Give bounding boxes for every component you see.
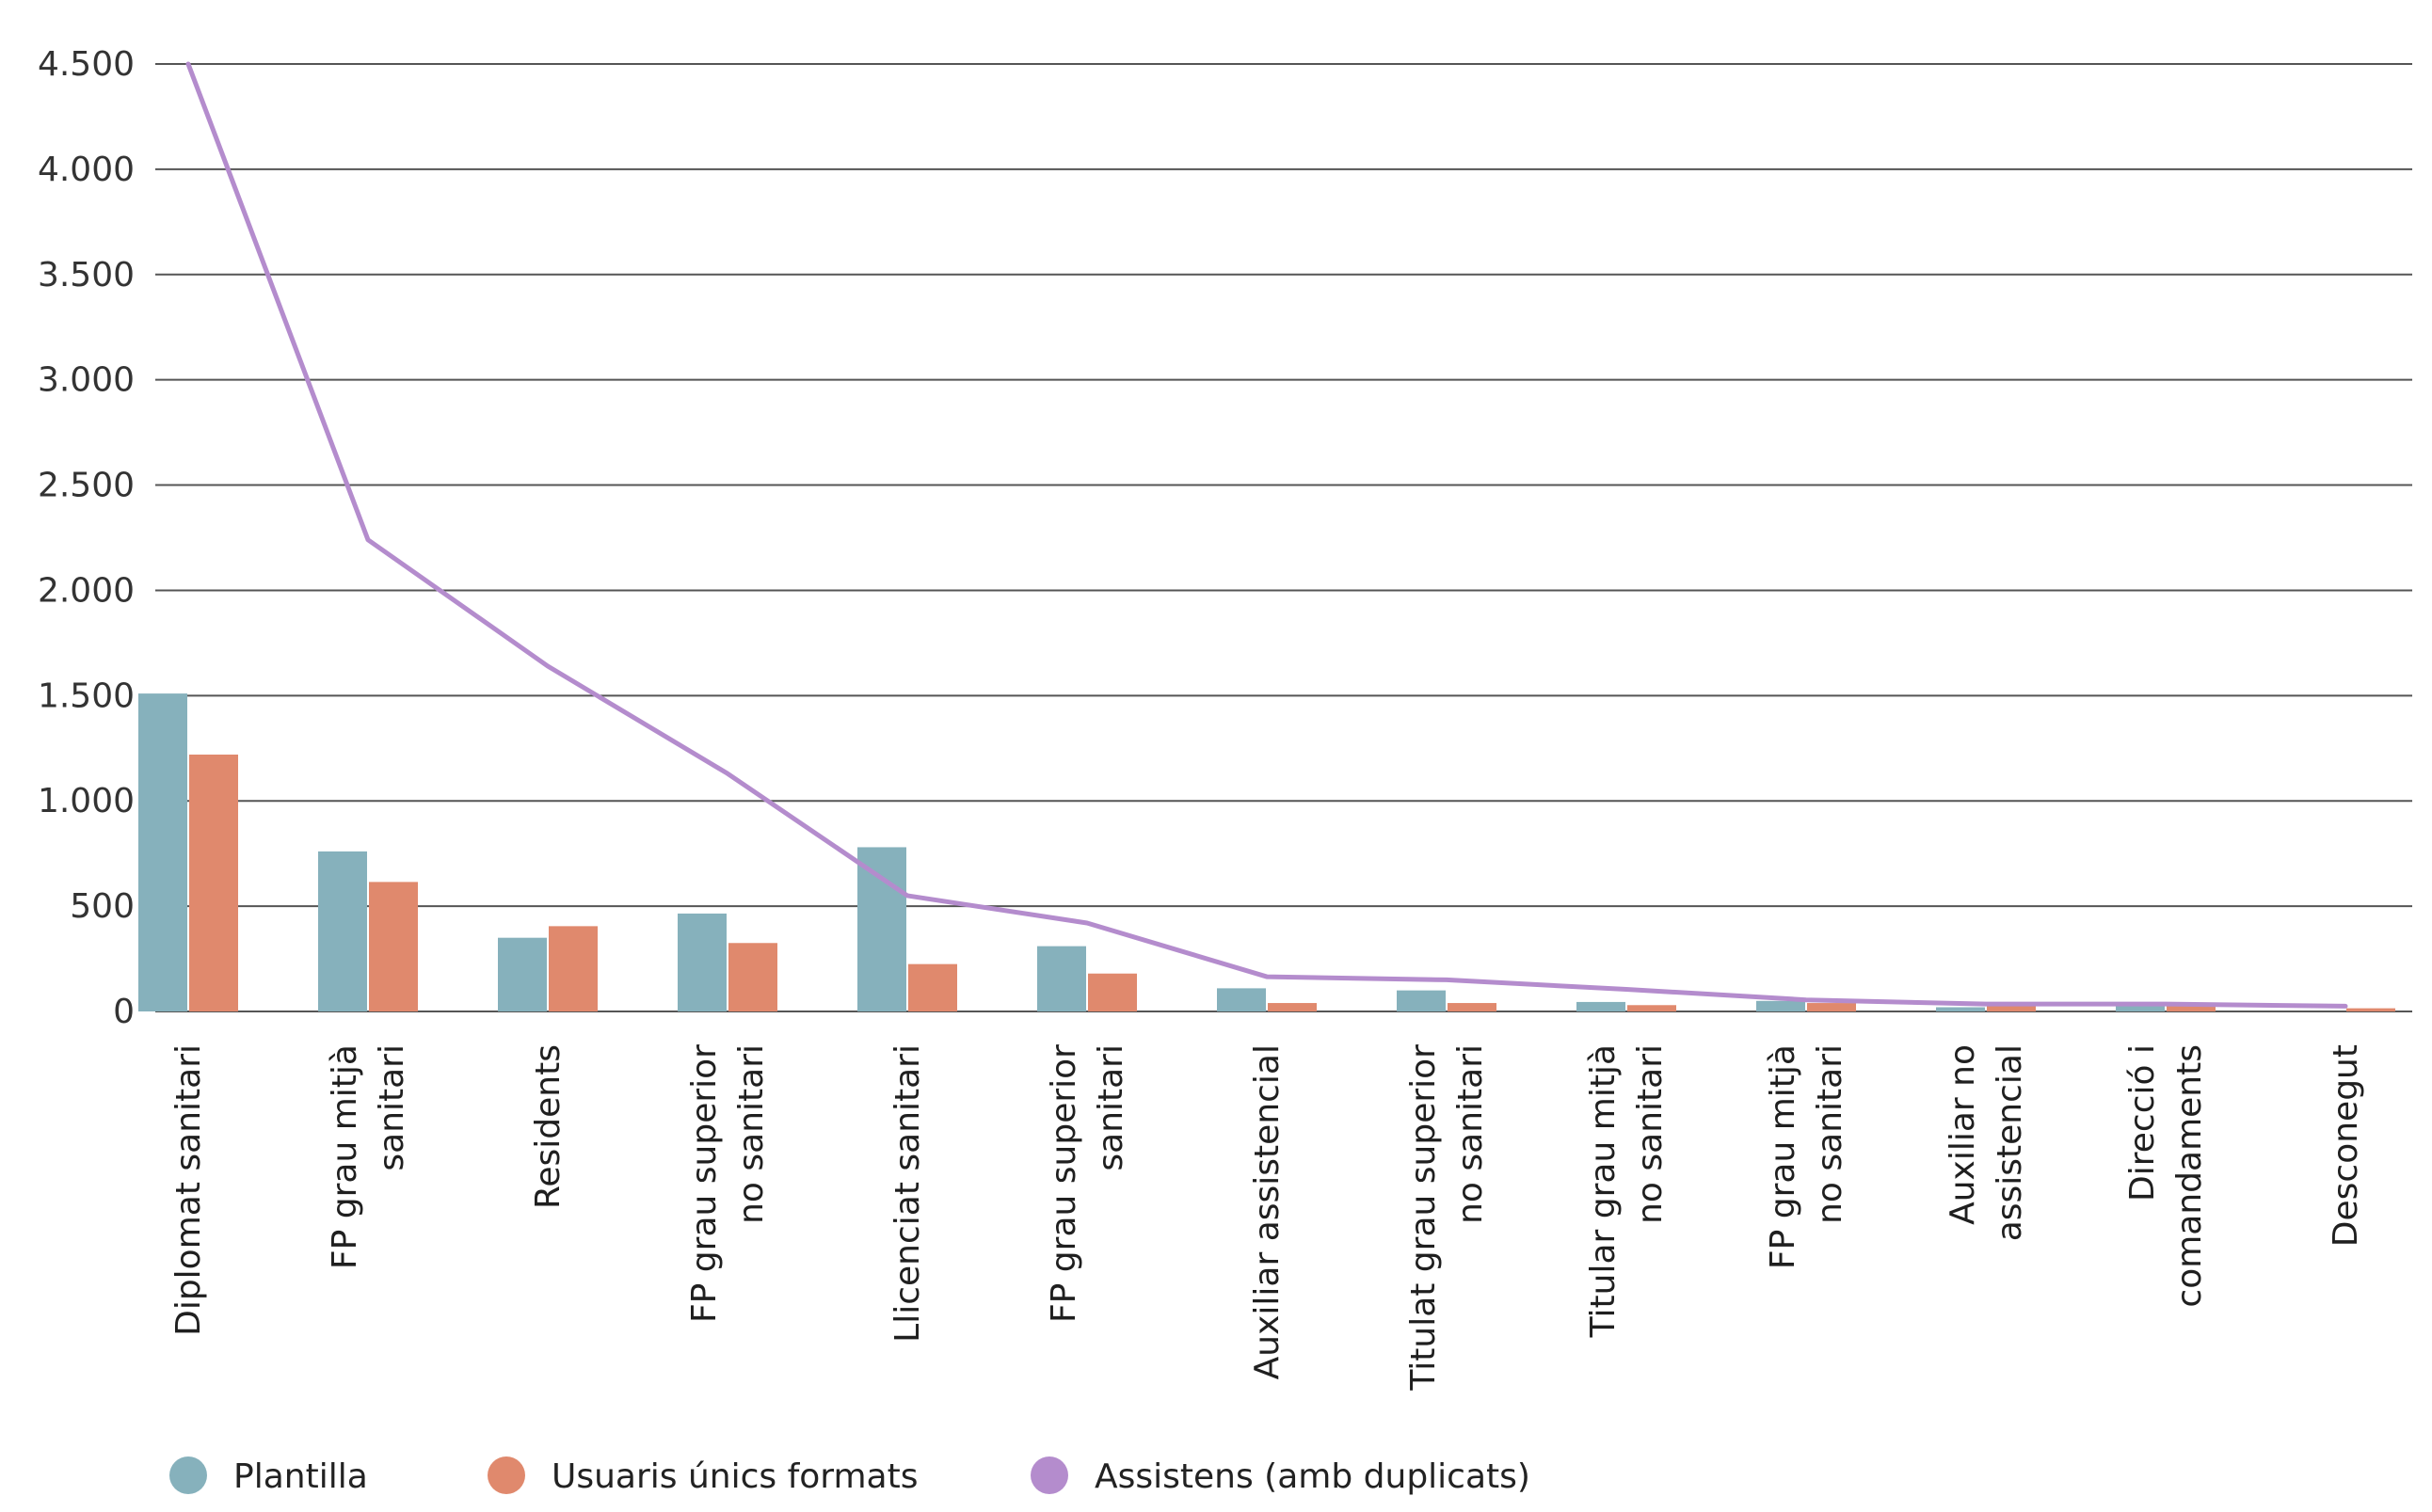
category-label-line: Auxiliar assistencial (1248, 1044, 1287, 1379)
legend-label: Assistens (amb duplicats) (1095, 1457, 1530, 1496)
legend-swatch (488, 1456, 525, 1494)
assistents-line-layer (185, 61, 2348, 1009)
category-label-line: no sanitari (1451, 1044, 1490, 1224)
bar-plantilla (1217, 988, 1266, 1011)
legend-label: Plantilla (233, 1457, 368, 1496)
bar-plantilla (498, 937, 547, 1011)
legend-item: Plantilla (169, 1456, 368, 1496)
category-label-line: FP grau superior (685, 1044, 724, 1323)
y-tick-label: 500 (70, 887, 135, 926)
bar-plantilla (1936, 1007, 1985, 1011)
category-label-line: FP grau mitjà (1764, 1044, 1802, 1269)
category-label-line: no sanitari (1811, 1044, 1849, 1224)
y-tick-label: 3.500 (38, 256, 135, 294)
y-axis-ticks: 0 500 1.000 1.500 2.000 2.500 3.000 3.500 4.000 4… (38, 45, 135, 1031)
category-label: FP grau superior no sanitari (685, 1044, 771, 1323)
legend-item: Assistens (amb duplicats) (1031, 1456, 1530, 1496)
category-label: FP grau superior sanitari (1045, 1044, 1130, 1323)
gridlines (155, 63, 2412, 1012)
bar-plantilla (138, 693, 187, 1011)
bar-usuaris (1088, 973, 1137, 1011)
assistents-line (185, 61, 2348, 1009)
legend-swatch (1031, 1456, 1068, 1494)
category-label: Llicenciat sanitari (888, 1044, 927, 1343)
y-tick-label: 1.000 (38, 782, 135, 820)
category-label-line: comandaments (2170, 1044, 2209, 1308)
bar-usuaris (369, 882, 418, 1011)
category-label: Titulat grau superior no sanitari (1404, 1044, 1490, 1392)
legend-swatch (169, 1456, 207, 1494)
category-label: Auxiliar no assistencial (1944, 1044, 2029, 1241)
bar-usuaris (728, 943, 777, 1011)
bar-usuaris (1268, 1003, 1317, 1011)
bar-plantilla (1756, 1000, 1805, 1011)
bars (138, 693, 2395, 1011)
category-label-line: no sanitari (732, 1044, 771, 1224)
bar-usuaris (2167, 1006, 2216, 1011)
category-label-line: no sanitari (1631, 1044, 1670, 1224)
category-label-line: Auxiliar no (1944, 1044, 1982, 1225)
bar-usuaris (908, 963, 957, 1011)
bar-usuaris (1807, 1003, 1856, 1011)
category-label-line: Titulat grau superior (1404, 1044, 1443, 1392)
category-label-line: Diplomat sanitari (169, 1044, 208, 1336)
bar-plantilla (2116, 1003, 2165, 1011)
category-label-line: Titular grau mitjà (1584, 1044, 1623, 1338)
bar-usuaris (189, 754, 238, 1011)
bar-plantilla (857, 847, 906, 1011)
y-tick-label: 1.500 (38, 676, 135, 715)
bar-usuaris (1627, 1005, 1676, 1011)
legend: Plantilla Usuaris únics formats Assistens … (169, 1456, 1530, 1496)
category-label: Desconegut (2327, 1044, 2365, 1247)
category-label-line: FP grau superior (1045, 1044, 1083, 1323)
bar-plantilla (1037, 946, 1086, 1011)
category-label-line: assistencial (1991, 1044, 2029, 1241)
y-tick-label: 0 (113, 993, 135, 1031)
x-axis-category-labels: Diplomat sanitari FP grau mitjà sanitari Re… (169, 1044, 2365, 1392)
y-tick-label: 4.000 (38, 151, 135, 189)
category-label: Diplomat sanitari (169, 1044, 208, 1336)
category-label: Direcció i comandaments (2123, 1044, 2209, 1308)
bar-plantilla (1397, 990, 1446, 1011)
category-label: Auxiliar assistencial (1248, 1044, 1287, 1379)
bar-plantilla (318, 851, 367, 1011)
y-tick-label: 4.500 (38, 45, 135, 84)
category-label: Titular grau mitjà no sanitari (1584, 1044, 1670, 1338)
y-tick-label: 2.000 (38, 571, 135, 610)
category-label: Residents (529, 1044, 568, 1209)
legend-label: Usuaris únics formats (552, 1457, 918, 1496)
category-label: FP grau mitjà no sanitari (1764, 1044, 1849, 1269)
category-label-line: sanitari (373, 1044, 411, 1171)
bar-plantilla (1576, 1001, 1625, 1011)
bar-plantilla (678, 913, 727, 1011)
y-tick-label: 2.500 (38, 467, 135, 505)
category-label: FP grau mitjà sanitari (326, 1044, 411, 1269)
legend-item: Usuaris únics formats (488, 1456, 918, 1496)
category-label-line: Desconegut (2327, 1044, 2365, 1247)
bar-usuaris (1448, 1003, 1496, 1011)
bar-usuaris (1987, 1006, 2036, 1011)
category-label-line: Direcció i (2123, 1044, 2162, 1202)
category-label-line: FP grau mitjà (326, 1044, 364, 1269)
bar-usuaris (2346, 1008, 2395, 1011)
y-tick-label: 3.000 (38, 361, 135, 400)
bar-usuaris (549, 926, 598, 1011)
category-label-line: Residents (529, 1044, 568, 1209)
category-label-line: Llicenciat sanitari (888, 1044, 927, 1343)
category-label-line: sanitari (1092, 1044, 1130, 1171)
